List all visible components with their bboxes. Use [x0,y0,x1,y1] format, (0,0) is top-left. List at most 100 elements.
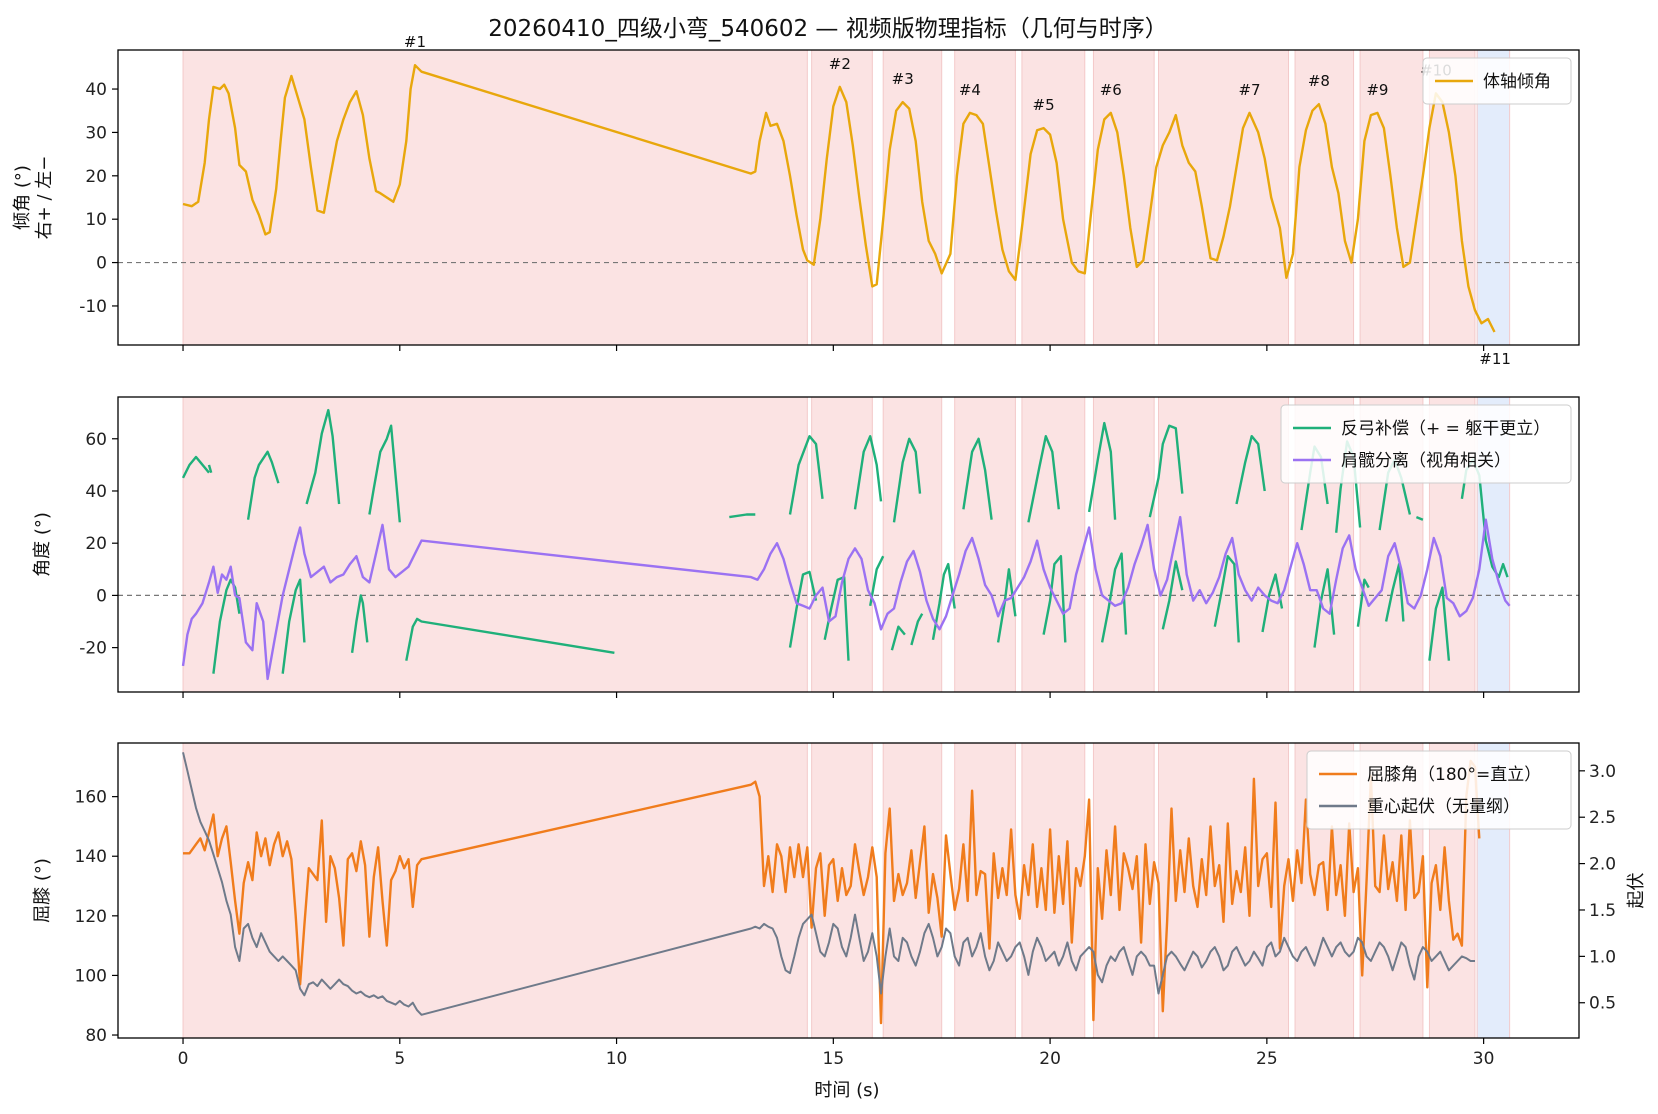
plot-frame [117,742,1580,1039]
series-line-1-segment [1384,562,1405,622]
series-group [182,752,1481,1025]
turn-region [954,396,1016,693]
series-line-1-segment [1428,586,1451,661]
series-line-1-segment [788,570,818,648]
legend-box [1422,57,1572,105]
turn-region [882,742,943,1039]
turn-label: #3 [892,70,914,88]
y-tick-label: 10 [85,210,107,230]
series-line-1-segment [910,613,924,646]
series-line-1-segment [405,617,615,661]
y-right-tick-label: 2.5 [1589,808,1616,828]
chart-title: 20260410_四级小弯_540602 — 视频版物理指标（几何与时序） [488,16,1168,42]
turn-region [182,49,808,346]
x-tick-label: 5 [394,1049,405,1069]
y-axis-label: 倾角 (°) [12,165,33,230]
turn-label: #11 [1479,350,1511,368]
turn-region [182,742,808,1039]
series-line-1-segment [996,568,1017,643]
y-tick-label: 60 [85,430,107,450]
legend-label: 体轴倾角 [1483,72,1551,92]
series-line-1-segment [1213,555,1240,643]
x-tick-label: 0 [178,1049,189,1069]
x-axis-label: 时间 (s) [814,1080,879,1101]
legend-label: 重心起伏（无量纲） [1367,797,1520,817]
legend-label: 反弓补偿（+ = 躯干更立） [1341,419,1550,439]
panels: -10 0 10 20 30 40 倾角 (°) 右+ / 左− #1 #2 #3 #4 #5 #6 #7 #… [12,33,1647,1069]
series-line-1-segment [181,455,210,479]
y-tick-label: 0 [96,254,107,274]
series-line-1-segment [281,578,306,674]
legend: 反弓补偿（+ = 躯干更立） 肩髋分离（视角相关） [1280,404,1572,484]
series-line-1-segment [212,578,241,674]
turn-region [1157,396,1290,693]
series-line-1 [182,64,1496,333]
series-line-1-segment [931,562,956,641]
y-right-tick-label: 3.0 [1589,762,1616,782]
legend-label: 屈膝角（180°=直立） [1367,765,1541,785]
plot-frame [117,396,1580,693]
turn-region [1092,396,1155,693]
y-axis-label: 屈膝 (°) [32,858,53,923]
turn-region [1359,49,1424,346]
series-line-1-segment [1148,424,1184,518]
series-line-1-segment [368,424,401,523]
y-tick-label: 40 [85,80,107,100]
y-tick-label: 30 [85,123,107,143]
series-line-1-segment [962,437,993,520]
y-right-axis-label: 起伏 [1626,873,1647,909]
turn-label: #9 [1366,81,1388,99]
turn-region [1092,742,1155,1039]
y-tick-label: 140 [75,847,107,867]
series-line-1-segment [246,450,280,520]
series-line-1-segment [350,594,369,653]
series-line-1-segment [1087,421,1117,520]
turn-label: #2 [829,55,851,73]
turn-region [182,396,808,693]
turn-region [1092,49,1155,346]
y-tick-label: 120 [75,907,107,927]
series-line-1-segment [1161,560,1184,630]
panel-2: -20 0 20 40 60 角度 (°) 反弓补偿（+ = 躯干更立） 肩髋分离（视角相关） [32,396,1580,698]
series-line-1-segment [1356,578,1370,627]
turn-label: #4 [959,81,981,99]
y-tick-label: 160 [75,788,107,808]
series-line-1-segment [1235,435,1266,505]
turn-label: #7 [1238,81,1260,99]
series-line-1-segment [1415,515,1424,521]
series-line-2 [181,515,1511,681]
series-line-1-segment [890,625,906,651]
plot-frame [117,49,1580,346]
y-right-tick-label: 1.5 [1589,901,1616,921]
series-line-1-segment [1261,573,1284,633]
y-right-tick-label: 2.0 [1589,855,1616,875]
y-tick-label: 20 [85,167,107,187]
x-tick-label: 10 [606,1049,628,1069]
turn-label: #8 [1308,72,1330,90]
legend: 体轴倾角 [1422,57,1572,105]
series-line-1-segment [305,408,341,505]
series-line-1 [183,759,1481,1025]
panel-1: -10 0 10 20 30 40 倾角 (°) 右+ / 左− #1 #2 #3 #4 #5 #6 #7 #… [12,33,1580,368]
legend: 屈膝角（180°=直立） 重心起伏（无量纲） [1306,750,1572,830]
y-tick-label: 80 [85,1026,107,1046]
series-line-1-segment [729,513,756,519]
x-tick-label: 15 [823,1049,845,1069]
series-group [182,64,1496,333]
series-line-2 [182,752,1475,1016]
turn-region [1157,49,1290,346]
series-line-1-segment [1027,435,1060,523]
turn-region [1021,396,1086,693]
turn-region [1294,49,1355,346]
turn-region [1157,742,1290,1039]
y-tick-label: 20 [85,534,107,554]
x-tick-label: 25 [1256,1049,1278,1069]
y-tick-label: 40 [85,482,107,502]
y-tick-label: 100 [75,966,107,986]
series-line-1-segment [1100,552,1128,643]
turn-label: #6 [1100,81,1122,99]
y-axis-sublabel: 右+ / 左− [34,156,55,240]
series-line-1-segment [207,464,213,474]
turn-region [1021,49,1086,346]
